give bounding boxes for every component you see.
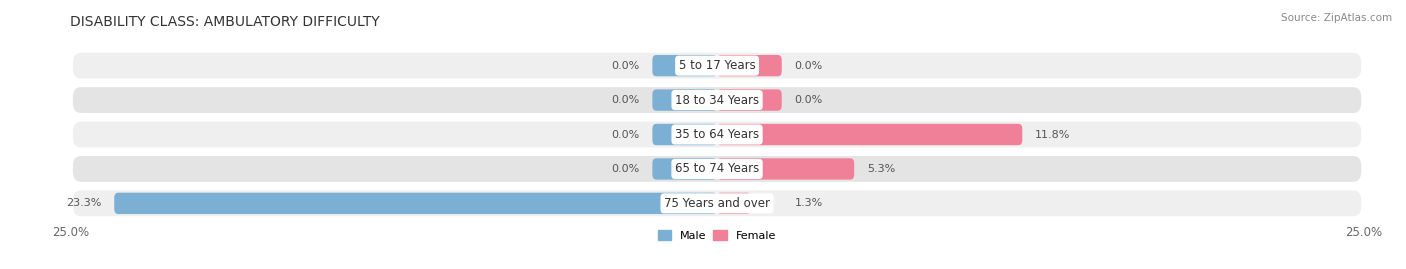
Text: 5.3%: 5.3% [868,164,896,174]
FancyBboxPatch shape [73,53,1361,79]
Text: Source: ZipAtlas.com: Source: ZipAtlas.com [1281,13,1392,23]
Text: 65 to 74 Years: 65 to 74 Years [675,162,759,175]
Text: 0.0%: 0.0% [612,129,640,140]
Text: 1.3%: 1.3% [794,198,823,208]
FancyBboxPatch shape [114,193,717,214]
Text: 18 to 34 Years: 18 to 34 Years [675,94,759,107]
Text: 35 to 64 Years: 35 to 64 Years [675,128,759,141]
FancyBboxPatch shape [717,158,855,180]
Text: 11.8%: 11.8% [1035,129,1070,140]
FancyBboxPatch shape [73,156,1361,182]
Text: 75 Years and over: 75 Years and over [664,197,770,210]
Text: 0.0%: 0.0% [794,61,823,71]
FancyBboxPatch shape [717,89,782,111]
Text: 23.3%: 23.3% [66,198,101,208]
FancyBboxPatch shape [717,193,751,214]
Legend: Male, Female: Male, Female [658,231,776,241]
FancyBboxPatch shape [717,124,1022,145]
Text: DISABILITY CLASS: AMBULATORY DIFFICULTY: DISABILITY CLASS: AMBULATORY DIFFICULTY [70,16,380,30]
FancyBboxPatch shape [73,87,1361,113]
Text: 0.0%: 0.0% [612,61,640,71]
FancyBboxPatch shape [652,89,717,111]
FancyBboxPatch shape [717,55,782,76]
FancyBboxPatch shape [73,190,1361,216]
Text: 0.0%: 0.0% [612,164,640,174]
FancyBboxPatch shape [652,124,717,145]
FancyBboxPatch shape [652,158,717,180]
Text: 0.0%: 0.0% [794,95,823,105]
Text: 0.0%: 0.0% [612,95,640,105]
FancyBboxPatch shape [652,55,717,76]
FancyBboxPatch shape [73,122,1361,147]
Text: 5 to 17 Years: 5 to 17 Years [679,59,755,72]
